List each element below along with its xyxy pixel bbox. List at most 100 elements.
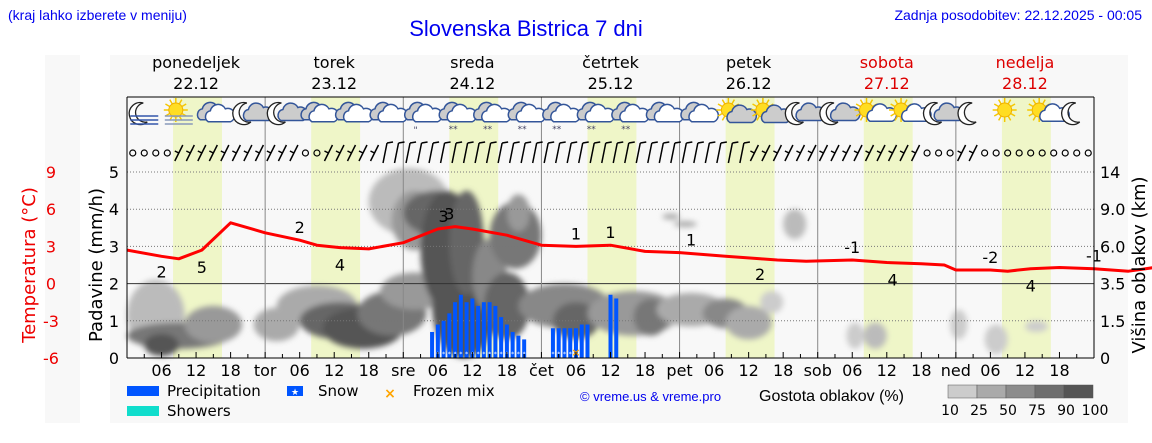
- day-date: 27.12: [863, 74, 910, 93]
- sun-ray: [765, 99, 770, 105]
- cloud-snow-icon: **: [576, 101, 616, 135]
- wind-barb: [323, 144, 334, 162]
- sun-ray: [756, 99, 761, 105]
- day-name: sobota: [859, 53, 914, 72]
- chart-axes: 06 12 18 tor 06 12 18 sre 06 12 18 čet 06 12 18 pet 06 12…: [19, 96, 1150, 380]
- sun-ray: [1010, 103, 1016, 108]
- temperature-label: -2: [982, 248, 998, 267]
- wind-barb: [405, 141, 417, 164]
- barb-flag: [502, 141, 509, 144]
- day-date: 28.12: [1002, 74, 1048, 93]
- cloud-icon: [680, 101, 720, 123]
- temperature-label: 2: [755, 265, 765, 284]
- sun-ray: [731, 99, 736, 105]
- cloud-blob: [673, 221, 697, 228]
- wind-barb: [727, 141, 739, 164]
- snow-swatch-star: ★: [291, 388, 299, 398]
- sun-ray: [890, 112, 896, 117]
- legend: Precipitation ★ Snow × Frozen mix Showers © vr…: [127, 382, 1108, 420]
- moon-cloud-icon: [784, 101, 827, 126]
- sun-ray: [1007, 115, 1012, 121]
- precipitation-bar: [499, 317, 504, 358]
- x-tick-label: 06: [842, 361, 862, 380]
- barb-flag: [185, 150, 191, 154]
- barb-flag: [807, 150, 813, 154]
- sun-ray: [859, 115, 864, 121]
- calm-circle: [1027, 149, 1035, 157]
- barb-flag: [467, 141, 474, 144]
- wind-barb: [140, 149, 148, 157]
- sun-ray: [1007, 99, 1012, 105]
- wind-barb: [647, 141, 658, 164]
- calm-circle: [163, 149, 171, 157]
- barb-flag: [830, 150, 836, 154]
- moon-cloud-icon: [819, 101, 861, 126]
- temperature-label: 4: [887, 271, 897, 290]
- temperature-label: 2: [156, 262, 166, 281]
- wind-barb: [301, 149, 310, 157]
- barb-staff: [474, 142, 480, 164]
- snow-marker: *: [569, 351, 572, 358]
- wind-barb: [589, 141, 601, 164]
- precipitation-bar: [493, 305, 498, 358]
- precipitation-bar: [481, 302, 486, 358]
- barb-staff: [704, 142, 711, 164]
- barb-staff: [727, 142, 734, 164]
- temperature-label: 1: [686, 231, 696, 250]
- cloud-icon: [645, 101, 685, 123]
- snow-marker: *: [563, 351, 566, 358]
- barb-flag: [571, 141, 578, 144]
- wind-barb: [658, 141, 670, 164]
- cloud-height-tick: 14: [1100, 163, 1120, 182]
- day-name: četrtek: [582, 53, 639, 72]
- cloud-blob: [184, 305, 243, 344]
- barb-flag: [640, 141, 647, 144]
- calm-circle: [1073, 149, 1081, 157]
- temperature-label: 2: [295, 218, 305, 237]
- snow-marker: *: [551, 351, 554, 358]
- calm-circle: [1038, 149, 1046, 157]
- drizzle: ": [413, 126, 417, 136]
- barb-staff: [681, 142, 688, 164]
- x-tick-label: 06: [428, 361, 448, 380]
- wind-barb: [853, 144, 863, 162]
- x-tick-label: tor: [254, 361, 277, 380]
- precip-tick: 4: [109, 200, 119, 219]
- barb-flag: [289, 150, 295, 154]
- sun-ray: [855, 103, 861, 108]
- barb-flag: [478, 141, 486, 144]
- x-tick-label: 06: [566, 361, 586, 380]
- cloud-density-swatch: [947, 384, 978, 399]
- day-name: sreda: [450, 53, 495, 72]
- wind-barb: [416, 141, 428, 164]
- cloud-height-tick: 0: [1100, 349, 1110, 368]
- precipitation-bar: [516, 335, 521, 358]
- moon-shape: [784, 101, 804, 126]
- x-tick-label: ned: [941, 361, 971, 380]
- precipitation-swatch: [127, 386, 159, 396]
- wind-barb: [864, 144, 875, 162]
- wind-barb: [485, 141, 497, 164]
- precipitation-bar: [614, 298, 619, 358]
- sun-ray: [998, 99, 1002, 105]
- page-title: Slovenska Bistrica 7 dni: [409, 16, 643, 41]
- precipitation-bar: [470, 298, 475, 358]
- wind-barb: [1004, 149, 1012, 157]
- barb-staff: [393, 142, 400, 164]
- wind-barb: [254, 144, 265, 162]
- wind-barb: [923, 149, 931, 157]
- wind-barb: [474, 141, 486, 164]
- wind-barb: [220, 144, 230, 162]
- daylight-band: [1001, 97, 1051, 358]
- precipitation-axis-title: Padavine (mm/h): [86, 188, 107, 342]
- wind-barb: [612, 141, 624, 164]
- wind-barb: [451, 141, 463, 164]
- wind-barb: [946, 149, 954, 157]
- barb-flag: [209, 150, 214, 154]
- barb-flag: [513, 141, 520, 144]
- x-tick-label: 12: [1015, 361, 1035, 380]
- barb-staff: [554, 142, 561, 164]
- sun-disc: [997, 102, 1013, 118]
- snowflakes: **: [621, 125, 631, 135]
